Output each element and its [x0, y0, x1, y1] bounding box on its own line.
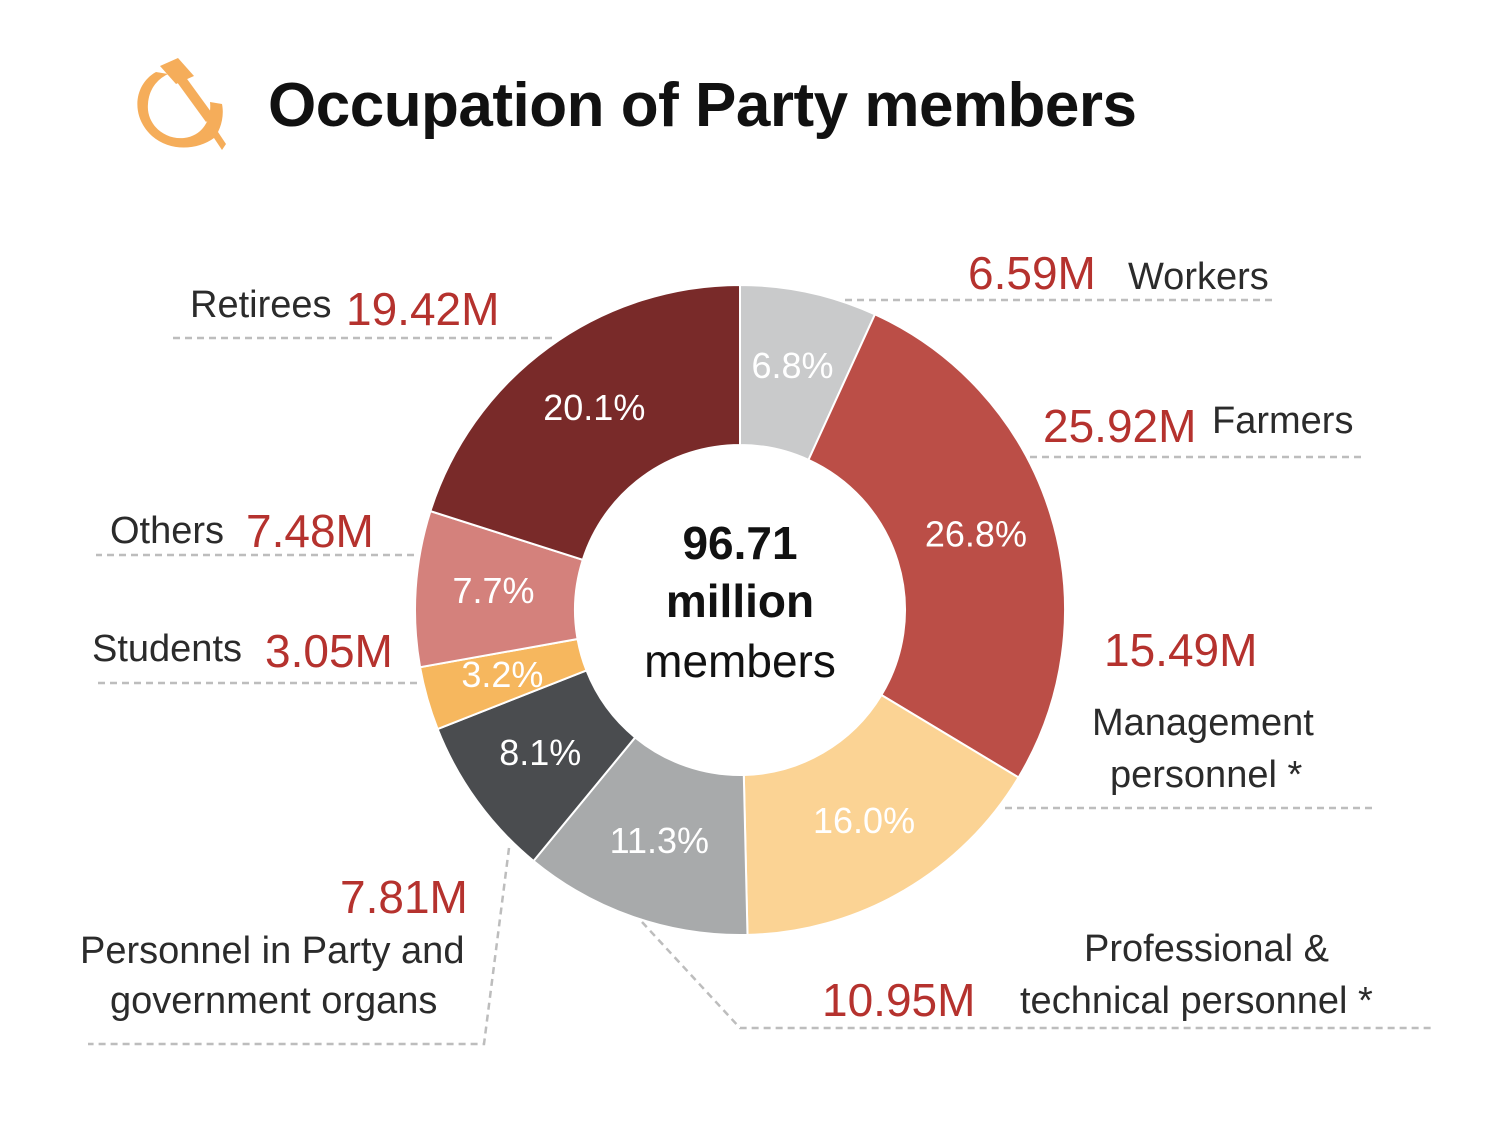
leader-line-government: [88, 847, 511, 1046]
others-value: 7.48M: [246, 505, 374, 557]
slice-retirees: [429, 283, 741, 562]
slice-farmers: [807, 313, 1066, 779]
percent-label: 11.3%: [610, 820, 709, 861]
farmers-value: 25.92M: [1043, 400, 1197, 452]
percent-label: 20.1%: [543, 387, 645, 428]
professional-name-line2: technical personnel *: [1020, 980, 1373, 1022]
farmers-name: Farmers: [1212, 400, 1354, 442]
center-number: 96.71: [682, 517, 798, 569]
workers-value: 6.59M: [968, 247, 1096, 299]
percent-label: 7.7%: [453, 570, 535, 611]
center-unit: million: [665, 575, 815, 627]
leader-line-professional: [641, 921, 1433, 1030]
center-word: members: [644, 635, 836, 687]
government-name-line2: government organs: [110, 980, 438, 1022]
others-name: Others: [110, 510, 225, 552]
students-name: Students: [92, 628, 242, 670]
percent-label: 16.0%: [813, 800, 915, 841]
management-name-line1: Management: [1092, 702, 1314, 744]
management-value: 15.49M: [1104, 624, 1258, 676]
workers-name: Workers: [1128, 256, 1269, 298]
percent-label: 26.8%: [925, 513, 1027, 554]
slice-management-personnel: [742, 693, 1020, 936]
government-name-line1: Personnel in Party and: [80, 930, 465, 972]
page-title: Occupation of Party members: [268, 71, 1137, 140]
students-value: 3.05M: [265, 625, 393, 677]
percent-label: 6.8%: [751, 345, 833, 386]
retirees-value: 19.42M: [346, 283, 500, 335]
government-value: 7.81M: [340, 871, 468, 923]
retirees-name: Retirees: [190, 284, 332, 326]
percent-label: 8.1%: [499, 732, 581, 773]
professional-name-line1: Professional &: [1084, 928, 1330, 970]
percent-label: 3.2%: [461, 654, 543, 695]
hammer-sickle-icon: [137, 58, 226, 150]
professional-value: 10.95M: [822, 974, 976, 1026]
center-total: 96.71 million members: [610, 520, 870, 684]
slice-professional-technical-personnel: [532, 736, 749, 936]
management-name-line2: personnel *: [1110, 754, 1303, 796]
